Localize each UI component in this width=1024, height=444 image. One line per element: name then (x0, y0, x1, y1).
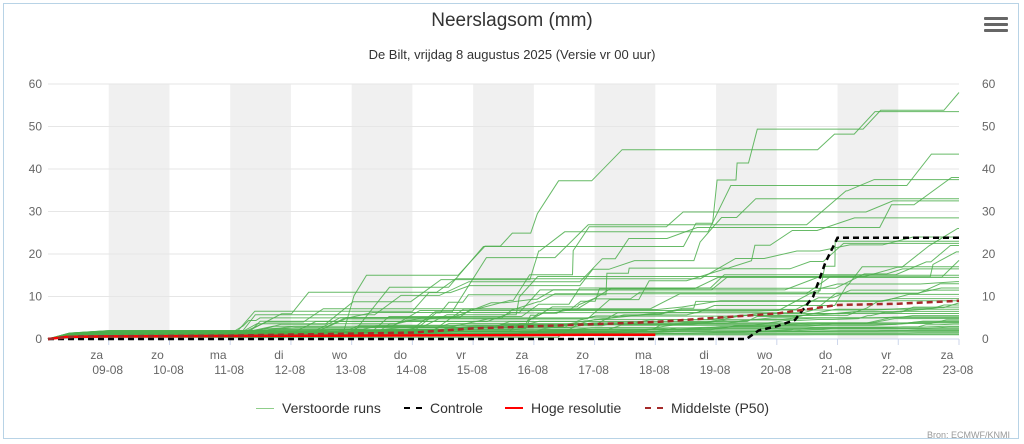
y-tick-label-right: 20 (982, 247, 996, 261)
x-tick-day-label: zo (576, 348, 589, 362)
x-tick-day-label: do (819, 348, 833, 362)
x-tick-date-label: 20-08 (760, 363, 791, 377)
x-tick-day-label: vr (456, 348, 466, 362)
series-line-controle (48, 236, 959, 341)
y-tick-label-left: 20 (29, 247, 43, 261)
legend-item-middelste[interactable]: Middelste (P50) (645, 400, 769, 416)
x-tick-day-label: wo (756, 348, 773, 362)
chart-subtitle: De Bilt, vrijdag 8 augustus 2025 (Versie… (368, 47, 656, 62)
x-tick-day-label: di (274, 348, 283, 362)
y-tick-label-right: 10 (982, 290, 996, 304)
x-tick-day-label: di (699, 348, 708, 362)
y-tick-label-left: 40 (29, 162, 43, 176)
x-tick-date-label: 15-08 (457, 363, 488, 377)
legend-symbol (645, 407, 663, 409)
y-tick-label-right: 50 (982, 120, 996, 134)
y-tick-label-right: 40 (982, 162, 996, 176)
perturbed-run-line (47, 111, 959, 340)
legend-symbol (256, 407, 274, 409)
x-tick-date-label: 16-08 (518, 363, 549, 377)
x-tick-date-label: 10-08 (153, 363, 184, 377)
legend-label: Controle (430, 400, 483, 416)
y-tick-label-left: 60 (29, 77, 43, 91)
y-tick-label-right: 60 (982, 77, 996, 91)
legend-label: Middelste (P50) (671, 400, 770, 416)
x-tick-day-label: zo (151, 348, 164, 362)
y-tick-label-left: 0 (35, 332, 42, 346)
perturbed-run-line (47, 333, 959, 340)
credit-text: Bron: ECMWF/KNMI (926, 430, 1010, 440)
perturbed-run-line (47, 217, 959, 340)
y-tick-label-left: 10 (29, 290, 43, 304)
x-tick-date-label: 19-08 (700, 363, 731, 377)
legend-item-verstoorde-runs[interactable]: Verstoorde runs (256, 400, 381, 416)
legend: Verstoorde runs Controle Hoge resolutie … (0, 400, 1024, 420)
legend-label: Verstoorde runs (282, 400, 381, 416)
legend-symbol (505, 407, 523, 409)
x-tick-day-label: ma (635, 348, 652, 362)
chart-title: Neerslagsom (mm) (431, 10, 593, 31)
x-tick-date-label: 18-08 (639, 363, 670, 377)
x-tick-date-label: 23-08 (943, 363, 974, 377)
x-tick-day-label: za (516, 348, 529, 362)
y-tick-label-right: 0 (982, 332, 989, 346)
x-tick-day-label: wo (331, 348, 348, 362)
x-tick-date-label: 21-08 (821, 363, 852, 377)
x-tick-day-label: do (394, 348, 408, 362)
x-tick-day-label: ma (210, 348, 227, 362)
perturbed-run-line (47, 327, 959, 340)
series-line-middelste-p50 (47, 299, 960, 341)
x-tick-date-label: 13-08 (335, 363, 366, 377)
legend-label: Hoge resolutie (531, 400, 622, 416)
y-tick-label-left: 50 (29, 120, 43, 134)
x-tick-date-label: 11-08 (214, 363, 244, 377)
x-tick-day-label: za (90, 348, 103, 362)
x-tick-day-label: za (941, 348, 954, 362)
x-tick-day-label: vr (881, 348, 891, 362)
y-tick-label-left: 30 (29, 205, 43, 219)
x-tick-date-label: 22-08 (882, 363, 913, 377)
legend-symbol (404, 407, 422, 409)
legend-item-controle[interactable]: Controle (404, 400, 483, 416)
y-tick-label-right: 30 (982, 205, 996, 219)
perturbed-run-line (47, 198, 959, 340)
x-tick-date-label: 14-08 (396, 363, 427, 377)
x-tick-date-label: 17-08 (578, 363, 609, 377)
x-tick-date-label: 09-08 (92, 363, 123, 377)
x-tick-date-label: 12-08 (275, 363, 306, 377)
legend-item-hoge-resolutie[interactable]: Hoge resolutie (505, 400, 621, 416)
hamburger-menu-icon[interactable] (984, 14, 1008, 36)
